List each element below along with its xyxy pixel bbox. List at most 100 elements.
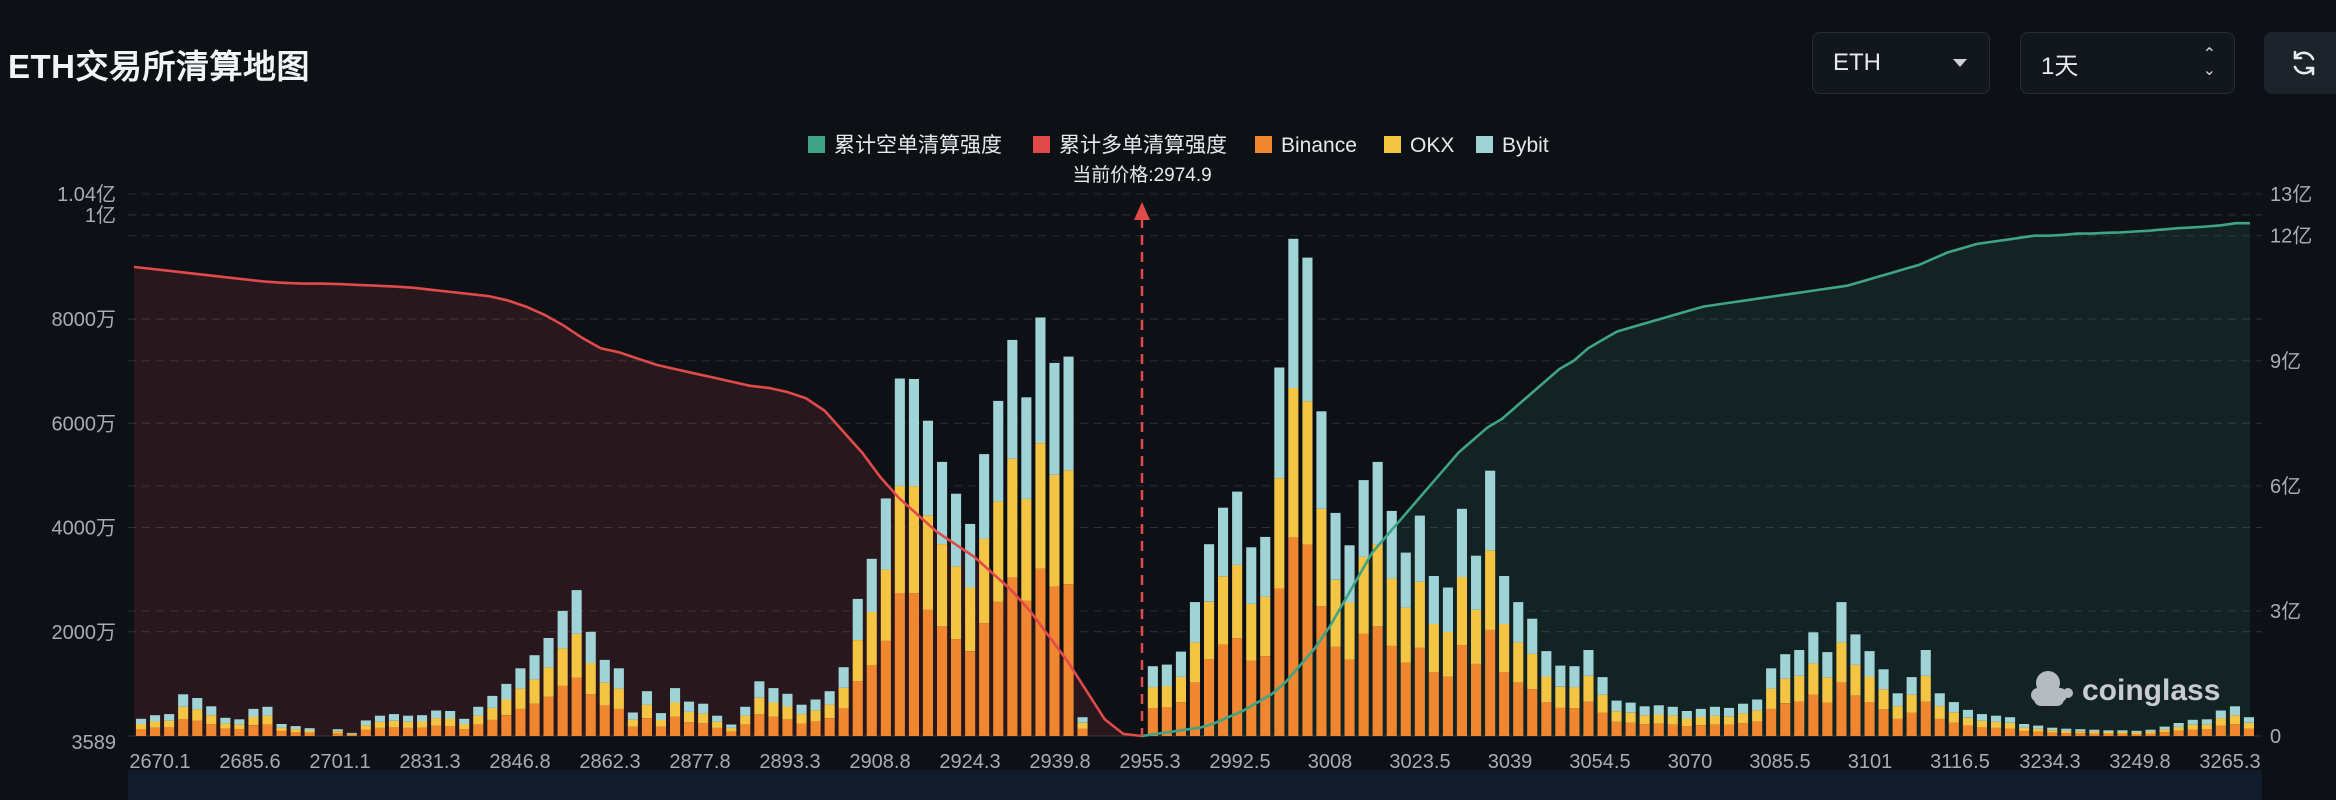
watermark-text: coinglass <box>2082 674 2220 707</box>
bar-bybit <box>993 400 1004 502</box>
bar-bybit <box>1021 397 1032 499</box>
bar-binance <box>951 639 962 736</box>
bar-bybit <box>670 688 681 703</box>
bar-binance <box>894 593 905 736</box>
y-left-tick: 2000万 <box>52 622 117 644</box>
bar-bybit <box>2033 725 2044 729</box>
y-right-tick: 9亿 <box>2270 350 2301 373</box>
bar-okx <box>1049 474 1060 587</box>
bar-okx <box>1189 642 1200 683</box>
bar-bybit <box>1344 545 1355 603</box>
bar-bybit <box>2047 727 2058 731</box>
x-tick: 2685.6 <box>219 751 280 773</box>
bar-binance <box>1850 695 1861 736</box>
bar-okx <box>585 663 596 695</box>
bar-binance <box>1878 709 1889 736</box>
refresh-button[interactable] <box>2264 32 2336 94</box>
bar-okx <box>726 728 737 732</box>
bar-okx <box>1611 711 1622 722</box>
bar-okx <box>1681 718 1692 726</box>
bar-bybit <box>248 708 259 717</box>
bar-bybit <box>2187 719 2198 725</box>
bar-okx <box>417 721 428 728</box>
bar-bybit <box>1555 665 1566 687</box>
bar-bybit <box>1260 536 1271 597</box>
bar-bybit <box>501 683 512 700</box>
bar-binance <box>2173 730 2184 736</box>
bar-bybit <box>655 713 666 720</box>
bar-okx <box>543 667 554 697</box>
bar-binance <box>346 734 357 736</box>
bar-bybit <box>1358 480 1369 557</box>
bar-binance <box>1274 588 1285 736</box>
bar-okx <box>1541 676 1552 702</box>
coin-select[interactable]: ETH <box>1812 32 1990 94</box>
bar-okx <box>2243 722 2254 729</box>
bar-okx <box>599 682 610 706</box>
bar-bybit <box>1302 257 1313 402</box>
bar-binance <box>1569 708 1580 736</box>
bar-binance <box>1204 659 1215 736</box>
bar-okx <box>150 721 161 728</box>
bar-okx <box>346 733 357 735</box>
bar-okx <box>1780 678 1791 704</box>
bar-bybit <box>1709 706 1720 716</box>
current-price-arrow <box>1134 202 1150 220</box>
bar-bybit <box>937 461 948 545</box>
y-right-tick: 6亿 <box>2270 475 2301 498</box>
bar-bybit <box>403 715 414 722</box>
bar-binance <box>332 733 343 736</box>
bar-binance <box>1991 727 2002 736</box>
bar-binance <box>1035 568 1046 736</box>
bar-binance <box>1709 724 1720 736</box>
bar-bybit <box>1513 602 1524 643</box>
coinglass-watermark: coinglass <box>2031 671 2220 707</box>
bar-binance <box>459 729 470 736</box>
long-cum-line <box>133 265 1143 738</box>
bar-okx <box>1906 694 1917 713</box>
bar-bybit <box>1471 555 1482 610</box>
bar-bybit <box>2089 729 2100 732</box>
bar-bybit <box>585 631 596 664</box>
bar-binance <box>2145 733 2156 736</box>
bar-okx <box>1035 443 1046 569</box>
bar-bybit <box>192 698 203 710</box>
bar-binance <box>1513 682 1524 736</box>
bar-binance <box>754 714 765 736</box>
bar-binance <box>136 729 147 736</box>
bar-okx <box>304 730 315 733</box>
bar-binance <box>1738 723 1749 736</box>
bar-okx <box>374 721 385 728</box>
y-right-tick: 0 <box>2270 726 2281 748</box>
bar-binance <box>206 724 217 736</box>
bar-okx <box>613 688 624 709</box>
bar-bybit <box>1597 677 1608 695</box>
bar-binance <box>1653 723 1664 736</box>
refresh-icon <box>2293 50 2315 76</box>
bar-binance <box>1625 722 1636 736</box>
bar-binance <box>852 681 863 736</box>
x-tick: 3265.3 <box>2199 751 2260 773</box>
bar-okx <box>206 715 217 725</box>
bar-bybit <box>1836 602 1847 643</box>
bar-binance <box>740 724 751 736</box>
bar-binance <box>1400 662 1411 736</box>
bar-bybit <box>712 715 723 722</box>
bar-bybit <box>1625 702 1636 713</box>
bar-bybit <box>1218 507 1229 577</box>
bar-binance <box>388 727 399 736</box>
bar-bybit <box>1246 547 1257 604</box>
bar-okx <box>1232 564 1243 639</box>
bar-okx <box>1485 550 1496 630</box>
bar-okx <box>1400 607 1411 663</box>
bar-okx <box>2019 727 2030 732</box>
bar-bybit <box>417 715 428 722</box>
period-select[interactable]: 1天 ⌃ ⌄ <box>2020 32 2235 94</box>
bar-bybit <box>1189 602 1200 643</box>
bar-okx <box>2201 724 2212 730</box>
bar-okx <box>1246 603 1257 661</box>
bar-okx <box>220 723 231 729</box>
bar-binance <box>880 640 891 736</box>
bar-binance <box>1639 724 1650 736</box>
bar-okx <box>2145 731 2156 734</box>
